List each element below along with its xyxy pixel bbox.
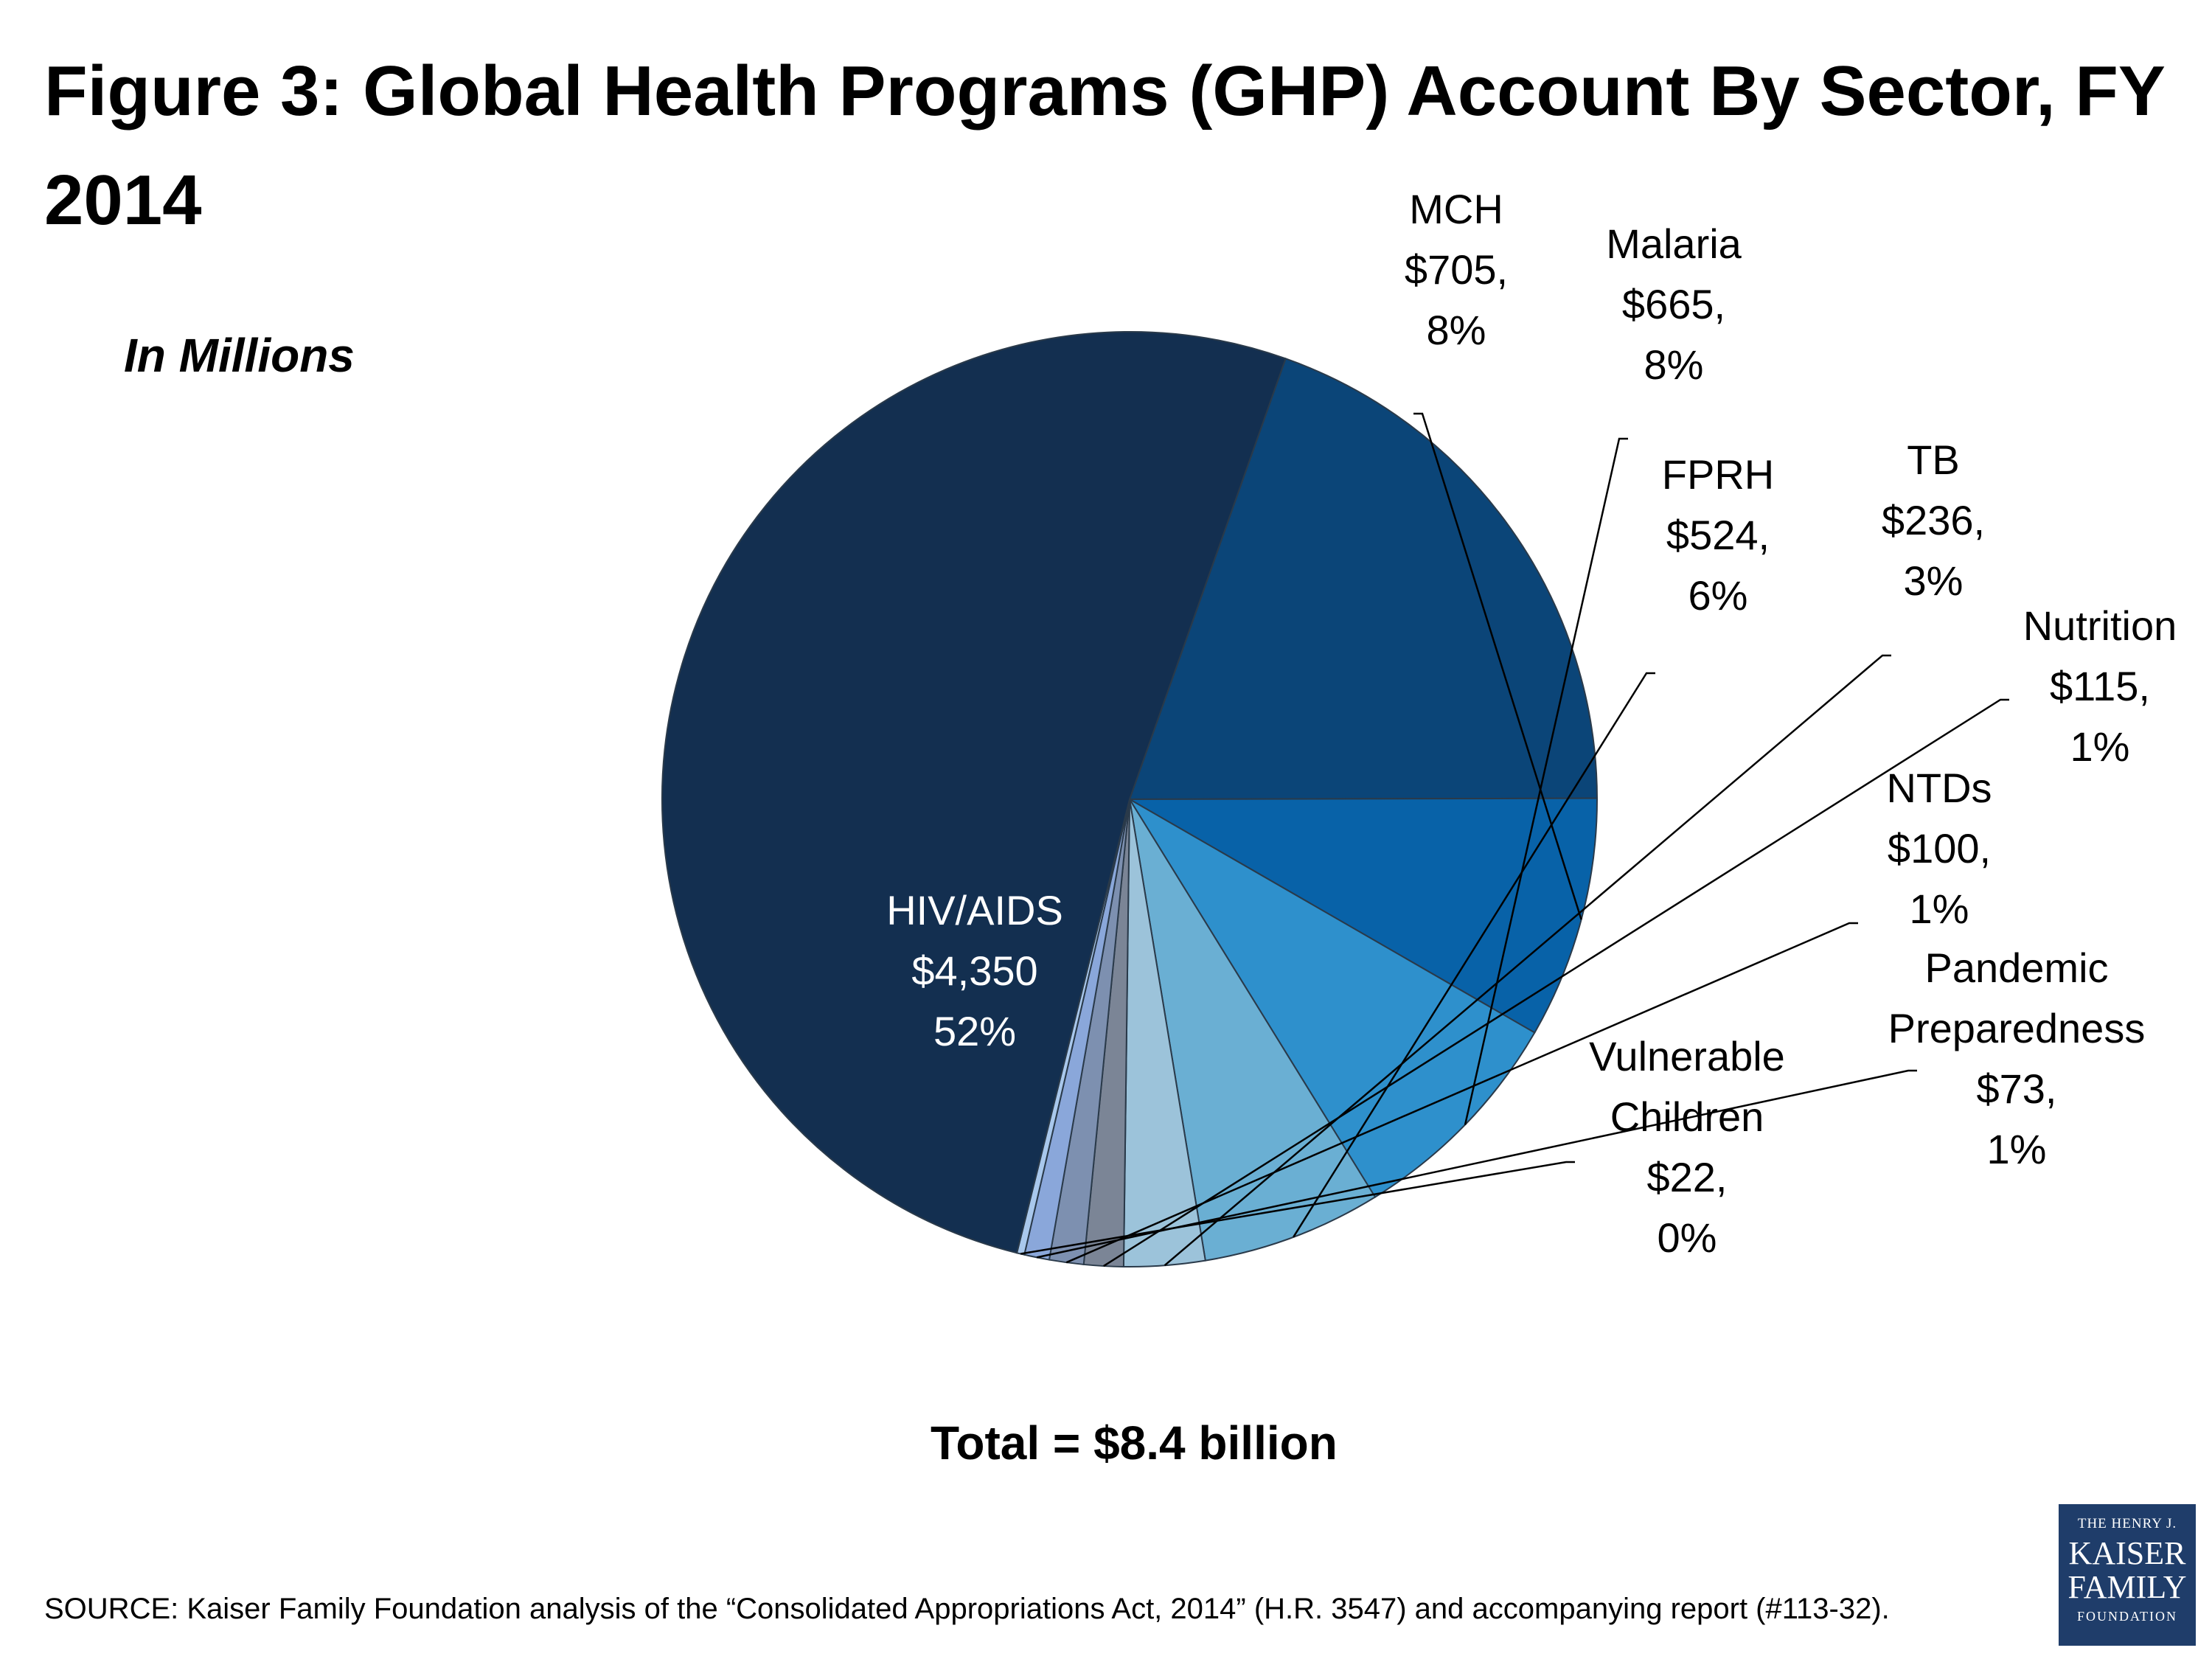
- data-label-vulnerable-children: Vulnerable Children $22, 0%: [1589, 1033, 1785, 1261]
- data-label-fprh: FPRH $524, 6%: [1662, 451, 1774, 619]
- leader-line-ntds: [1065, 922, 1858, 1264]
- leader-line-fprh: [1293, 672, 1655, 1238]
- logo-line-1: THE HENRY J.: [2077, 1516, 2177, 1531]
- leader-line-pandemic-preparedness: [1036, 1069, 1917, 1259]
- logo-line-3: FAMILY: [2067, 1569, 2187, 1605]
- page-title: Figure 3: Global Health Programs (GHP) A…: [44, 52, 2165, 240]
- total-label: Total = $8.4 billion: [931, 1416, 1338, 1470]
- data-label-pandemic-preparedness: Pandemic Preparedness $73, 1%: [1888, 945, 2146, 1172]
- data-label-hiv-aids: HIV/AIDS $4,350 52%: [886, 887, 1063, 1054]
- source-note: SOURCE: Kaiser Family Foundation analysi…: [44, 1593, 1890, 1625]
- data-label-tb: TB $236, 3%: [1882, 437, 1985, 604]
- logo-line-4: FOUNDATION: [2077, 1609, 2177, 1624]
- leader-line-vulnerable-children: [1020, 1161, 1575, 1255]
- data-label-malaria: Malaria $665, 8%: [1606, 220, 1742, 388]
- leader-line-nutrition: [1103, 698, 2009, 1267]
- data-label-nutrition: Nutrition $115, 1%: [2023, 602, 2177, 770]
- leader-line-tb: [1164, 654, 1891, 1267]
- kff-logo: THE HENRY J. KAISER FAMILY FOUNDATION: [2059, 1504, 2196, 1646]
- pie-slice-global-fund: [1128, 358, 1599, 801]
- pie-slice-hiv-aids: [661, 331, 1287, 1254]
- logo-line-2: KAISER: [2068, 1535, 2186, 1571]
- leader-line-mch: [1413, 412, 1582, 920]
- leader-line-malaria: [1464, 437, 1628, 1125]
- chart-subtitle: In Millions: [124, 329, 355, 382]
- data-label-mch: MCH $705, 8%: [1405, 186, 1508, 353]
- data-label-ntds: NTDs $100, 1%: [1886, 765, 1992, 932]
